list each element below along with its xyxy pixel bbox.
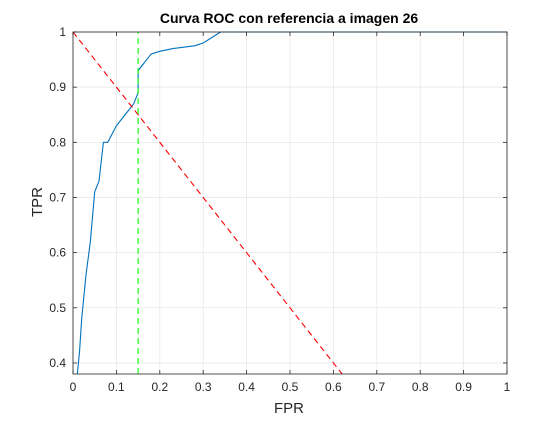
y-axis-label: TPR <box>29 187 46 217</box>
y-tick-label: 0.9 <box>49 80 66 94</box>
x-tick-label: 0.1 <box>108 380 125 394</box>
x-tick-label: 0.6 <box>325 380 342 394</box>
x-tick-label: 0.4 <box>238 380 255 394</box>
x-tick-label: 0.8 <box>412 380 429 394</box>
x-tick-label: 1 <box>504 380 511 394</box>
x-tick-label: 0.2 <box>151 380 168 394</box>
y-tick-label: 0.8 <box>49 135 66 149</box>
x-tick-label: 0 <box>70 380 77 394</box>
y-tick-label: 0.6 <box>49 246 66 260</box>
x-tick-label: 0.9 <box>455 380 472 394</box>
y-tick-label: 0.7 <box>49 190 66 204</box>
chart-title: Curva ROC con referencia a imagen 26 <box>160 10 419 26</box>
y-tick-label: 1 <box>59 25 66 39</box>
x-tick-label: 0.3 <box>195 380 212 394</box>
y-tick-label: 0.4 <box>49 356 66 370</box>
x-tick-label: 0.7 <box>368 380 385 394</box>
x-axis-label: FPR <box>274 400 304 417</box>
y-tick-label: 0.5 <box>49 301 66 315</box>
x-tick-label: 0.5 <box>282 380 299 394</box>
